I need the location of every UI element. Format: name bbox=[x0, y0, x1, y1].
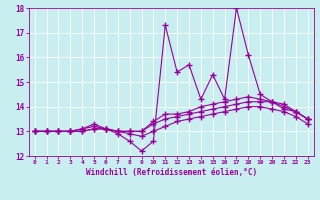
X-axis label: Windchill (Refroidissement éolien,°C): Windchill (Refroidissement éolien,°C) bbox=[86, 168, 257, 177]
